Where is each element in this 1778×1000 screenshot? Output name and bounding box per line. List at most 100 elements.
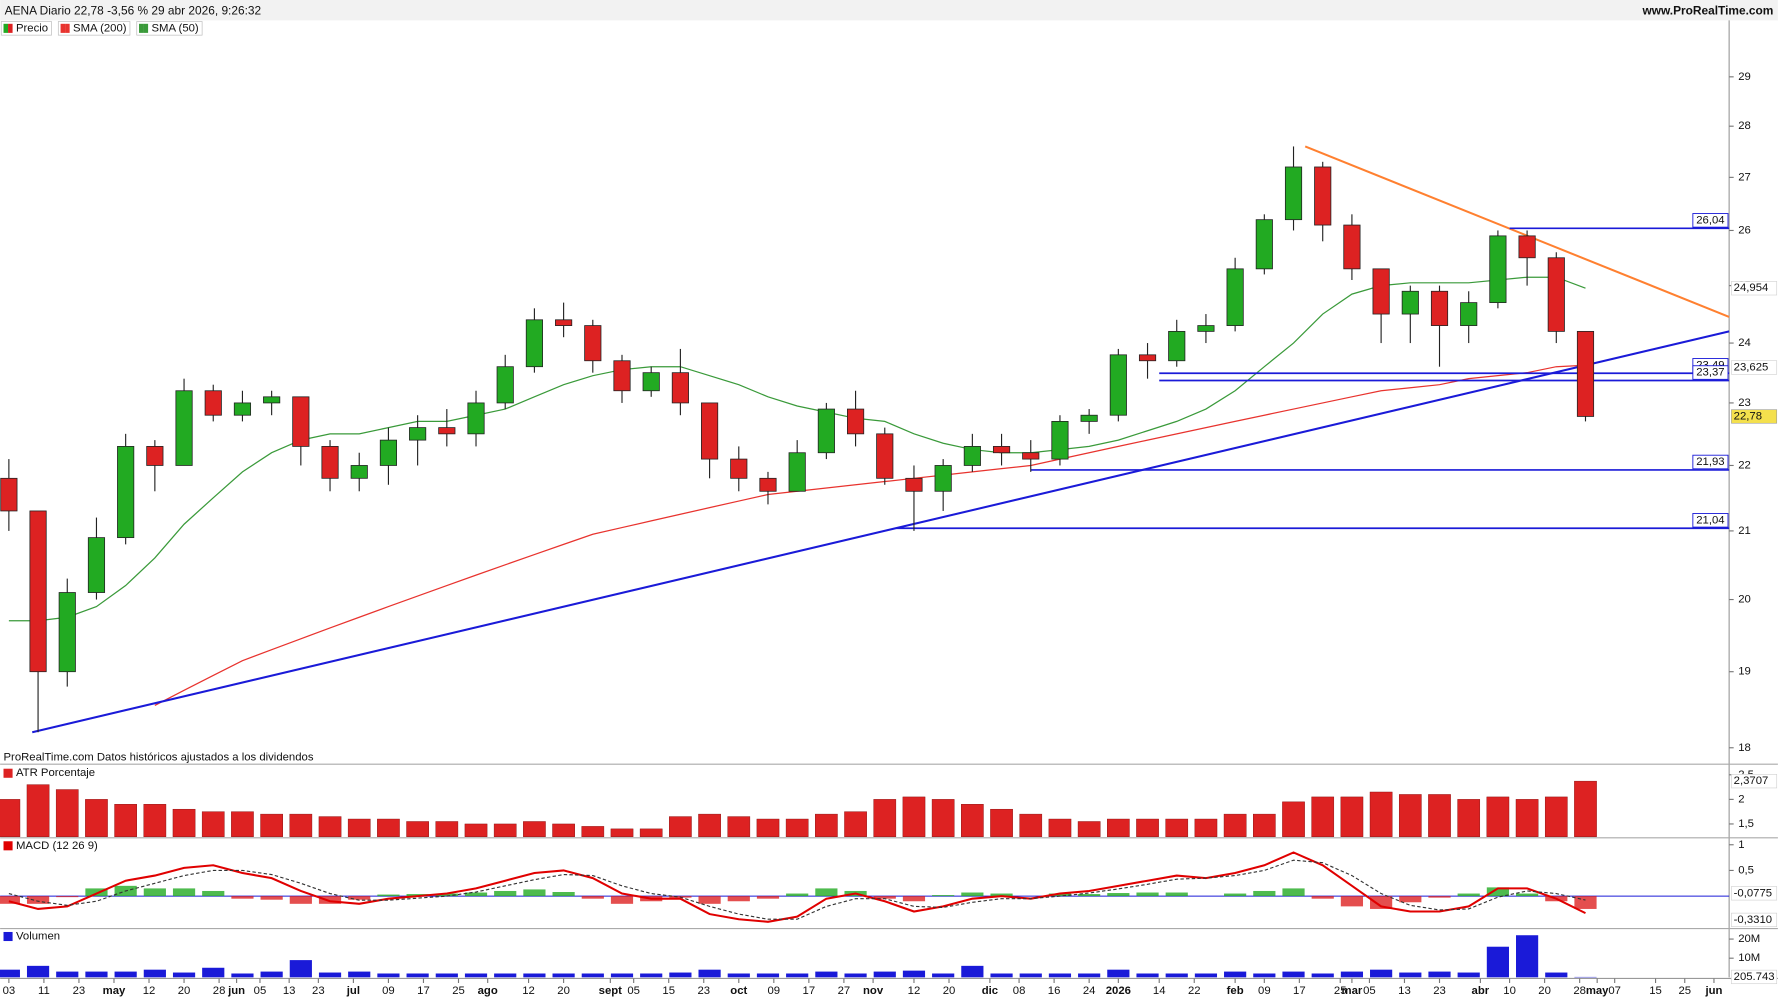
level-label-box: [1692, 365, 1729, 380]
value-flag: [1731, 969, 1778, 985]
histogram-bar: [1428, 896, 1451, 898]
x-tick-label: 13: [1398, 985, 1411, 997]
histogram-bar: [1165, 892, 1188, 897]
panel-title: MACD (12 26 9): [16, 840, 98, 852]
level-label-box: [1692, 213, 1729, 228]
bar: [493, 823, 517, 837]
bar: [377, 973, 400, 978]
bar: [1428, 794, 1451, 837]
histogram-bar: [56, 896, 79, 898]
bar: [494, 973, 517, 978]
source: www.ProRealTime.com: [1642, 3, 1774, 17]
bar: [1223, 813, 1247, 837]
candle-body: [175, 390, 193, 466]
bar: [639, 828, 663, 837]
bar: [961, 965, 984, 978]
y-tick-label: 0,5: [1738, 864, 1754, 876]
value-flag: [1731, 360, 1778, 375]
legend-label: Precio: [16, 22, 48, 34]
y-tick-label: 22: [1738, 459, 1751, 471]
x-tick-label: may: [1586, 985, 1609, 997]
bar: [902, 796, 926, 837]
x-tick-label: 15: [662, 985, 675, 997]
x-tick-label: mar: [1342, 985, 1363, 997]
x-tick-label: 10: [1503, 985, 1516, 997]
candle-body: [1489, 235, 1507, 304]
candle-body: [525, 319, 543, 368]
candle-body: [292, 396, 310, 447]
bar: [990, 973, 1013, 978]
bar: [844, 973, 867, 978]
histogram-bar: [1107, 893, 1130, 897]
bar: [873, 971, 896, 978]
x-tick-label: 13: [283, 985, 296, 997]
bar: [260, 971, 283, 978]
histogram-bar: [1370, 896, 1393, 909]
level-label-box: [1692, 454, 1729, 470]
histogram-bar: [990, 893, 1013, 897]
candle-body: [876, 433, 894, 479]
x-tick-label: jun: [1704, 985, 1722, 997]
histogram-bar: [523, 889, 546, 897]
bar: [1457, 972, 1480, 978]
histogram-bar: [406, 894, 429, 897]
bar: [932, 973, 955, 978]
sma-line: [8, 276, 1586, 622]
bar: [873, 799, 897, 837]
x-tick-label: 17: [1293, 985, 1306, 997]
bar: [318, 816, 342, 837]
candle-body: [992, 446, 1011, 454]
x-tick-label: 25: [1334, 985, 1347, 997]
histogram-bar: [1253, 890, 1276, 897]
histogram-bar: [464, 892, 488, 897]
bar: [698, 969, 721, 978]
bar: [85, 799, 108, 837]
bar: [289, 960, 312, 978]
bar: [610, 973, 634, 978]
histogram-bar: [932, 895, 955, 897]
value-flag-label: 205.743: [1734, 971, 1775, 983]
candle-body: [1547, 257, 1565, 332]
bar: [1194, 973, 1218, 978]
bar: [1048, 973, 1072, 978]
level-label-box: [1692, 513, 1729, 528]
candle-body: [1460, 302, 1478, 326]
histogram-bar: [1574, 896, 1597, 909]
x-tick-label: 22: [1188, 985, 1201, 997]
histogram-bar: [143, 888, 166, 897]
x-tick-label: 23: [1433, 985, 1446, 997]
candle-body: [58, 592, 76, 673]
x-tick-label: 11: [38, 985, 50, 997]
panel-title: Volumen: [16, 931, 60, 943]
x-tick-label: ago: [478, 985, 498, 997]
bar: [172, 972, 196, 978]
panel-title: ATR Porcentaje: [16, 767, 95, 779]
candle-body: [584, 325, 602, 362]
x-tick-label: 05: [627, 985, 640, 997]
bar: [727, 973, 750, 978]
candle-body: [204, 390, 222, 416]
value-flag-label: 22,78: [1734, 410, 1762, 422]
bar: [1282, 801, 1305, 837]
candle-body: [0, 477, 18, 512]
bar: [1574, 780, 1597, 837]
bar: [1311, 796, 1335, 837]
x-tick-label: jun: [227, 985, 245, 997]
bar: [464, 823, 488, 837]
histogram-bar: [902, 896, 926, 902]
level-label: 21,04: [1696, 514, 1724, 526]
histogram-bar: [961, 892, 984, 897]
histogram-bar: [1340, 896, 1364, 907]
legend-label: SMA (50): [151, 22, 198, 34]
histogram-bar: [1457, 893, 1480, 897]
candle-body: [1022, 452, 1040, 460]
candle-body: [1314, 166, 1332, 226]
level-label: 21,93: [1696, 456, 1724, 468]
bar: [1516, 935, 1539, 978]
x-tick-label: 28: [1573, 985, 1586, 997]
x-tick-label: 12: [143, 985, 156, 997]
footnote: ProRealTime.com Datos históricos ajustad…: [4, 751, 314, 763]
macd-line: [8, 859, 1586, 920]
x-tick-label: 12: [908, 985, 921, 997]
